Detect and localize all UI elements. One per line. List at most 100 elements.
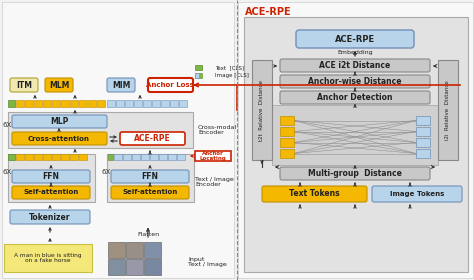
Bar — [132, 154, 140, 160]
Text: ITM: ITM — [16, 81, 32, 90]
FancyBboxPatch shape — [280, 91, 430, 104]
Bar — [416, 116, 430, 125]
Bar — [61, 100, 69, 107]
Bar — [34, 100, 42, 107]
Text: A man in blue is sitting
on a fake horse: A man in blue is sitting on a fake horse — [14, 253, 82, 263]
Bar — [2, 2, 234, 278]
Text: Cross-modal
Encoder: Cross-modal Encoder — [198, 125, 237, 136]
Bar — [195, 151, 231, 161]
Bar — [79, 154, 87, 160]
Bar — [4, 244, 92, 272]
Text: 6X: 6X — [102, 169, 111, 175]
FancyBboxPatch shape — [12, 132, 107, 145]
FancyBboxPatch shape — [120, 132, 185, 145]
Bar — [108, 242, 125, 258]
Bar — [195, 73, 202, 78]
Bar — [195, 65, 202, 70]
Bar — [16, 100, 24, 107]
FancyBboxPatch shape — [111, 186, 189, 199]
Text: Self-attention: Self-attention — [23, 190, 79, 195]
Bar — [272, 105, 438, 165]
FancyBboxPatch shape — [12, 170, 90, 183]
Text: FFN: FFN — [142, 172, 158, 181]
Bar — [168, 154, 176, 160]
Bar — [79, 100, 87, 107]
Bar — [416, 149, 430, 158]
Text: Input
Text / Image: Input Text / Image — [188, 256, 227, 267]
Text: 6X: 6X — [2, 169, 11, 175]
Bar — [8, 154, 95, 202]
Bar — [280, 127, 294, 136]
Bar — [161, 100, 169, 107]
Bar — [70, 100, 78, 107]
FancyBboxPatch shape — [10, 210, 90, 224]
Bar — [8, 112, 193, 148]
Bar — [126, 259, 143, 275]
Text: Anchor Detection: Anchor Detection — [317, 93, 393, 102]
Text: ACE i2t Distance: ACE i2t Distance — [319, 61, 391, 70]
Bar — [144, 242, 161, 258]
Text: Embedding: Embedding — [337, 50, 373, 55]
Bar — [123, 154, 131, 160]
Bar — [170, 100, 178, 107]
Bar — [107, 154, 194, 202]
Bar — [134, 100, 142, 107]
Text: i2i  Relative  Distance: i2i Relative Distance — [446, 80, 450, 140]
Text: Text Tokens: Text Tokens — [289, 190, 339, 199]
FancyBboxPatch shape — [45, 78, 73, 92]
Bar — [25, 154, 33, 160]
Text: Multi-group  Distance: Multi-group Distance — [308, 169, 402, 178]
Bar — [416, 127, 430, 136]
FancyBboxPatch shape — [262, 186, 367, 202]
FancyBboxPatch shape — [372, 186, 462, 202]
Text: t2t  Relative  Distance: t2t Relative Distance — [259, 80, 264, 141]
Bar — [88, 100, 96, 107]
Bar — [150, 154, 158, 160]
Text: MLM: MLM — [49, 81, 69, 90]
Text: ACE-RPE: ACE-RPE — [134, 134, 170, 143]
Text: Self-attention: Self-attention — [122, 190, 178, 195]
Text: Image Tokens: Image Tokens — [390, 191, 444, 197]
Bar — [159, 154, 167, 160]
FancyBboxPatch shape — [12, 115, 107, 128]
Text: Flatten: Flatten — [137, 232, 159, 237]
Bar — [144, 259, 161, 275]
Bar — [143, 100, 151, 107]
Bar — [126, 242, 143, 258]
Bar — [244, 17, 468, 272]
Bar — [179, 100, 187, 107]
Bar — [52, 100, 60, 107]
Bar — [114, 154, 122, 160]
Bar — [70, 154, 78, 160]
Bar — [116, 100, 124, 107]
Text: Anchor
Locating: Anchor Locating — [200, 151, 227, 161]
FancyBboxPatch shape — [10, 78, 38, 92]
Text: MIM: MIM — [112, 81, 130, 90]
Bar — [108, 259, 125, 275]
Bar — [8, 100, 15, 107]
Text: Image [CLS]: Image [CLS] — [215, 73, 249, 78]
Text: ACE-RPE: ACE-RPE — [335, 34, 375, 43]
FancyBboxPatch shape — [280, 75, 430, 88]
FancyBboxPatch shape — [111, 170, 189, 183]
Bar — [280, 149, 294, 158]
FancyBboxPatch shape — [280, 167, 430, 180]
FancyBboxPatch shape — [107, 78, 135, 92]
Bar — [125, 100, 133, 107]
Text: Text  [CLS]: Text [CLS] — [215, 65, 244, 70]
FancyBboxPatch shape — [12, 186, 90, 199]
Text: ACE-RPE: ACE-RPE — [245, 7, 292, 17]
Bar — [152, 100, 160, 107]
Text: Text / Image
Encoder: Text / Image Encoder — [195, 177, 234, 187]
FancyBboxPatch shape — [148, 78, 193, 92]
Bar — [43, 154, 51, 160]
Text: MLP: MLP — [50, 117, 68, 126]
Text: Tokenizer: Tokenizer — [29, 213, 71, 221]
Bar — [177, 154, 185, 160]
Bar — [438, 60, 458, 160]
Bar — [280, 116, 294, 125]
FancyBboxPatch shape — [280, 59, 430, 72]
Bar — [16, 154, 24, 160]
Bar — [97, 100, 105, 107]
Bar — [238, 2, 473, 278]
